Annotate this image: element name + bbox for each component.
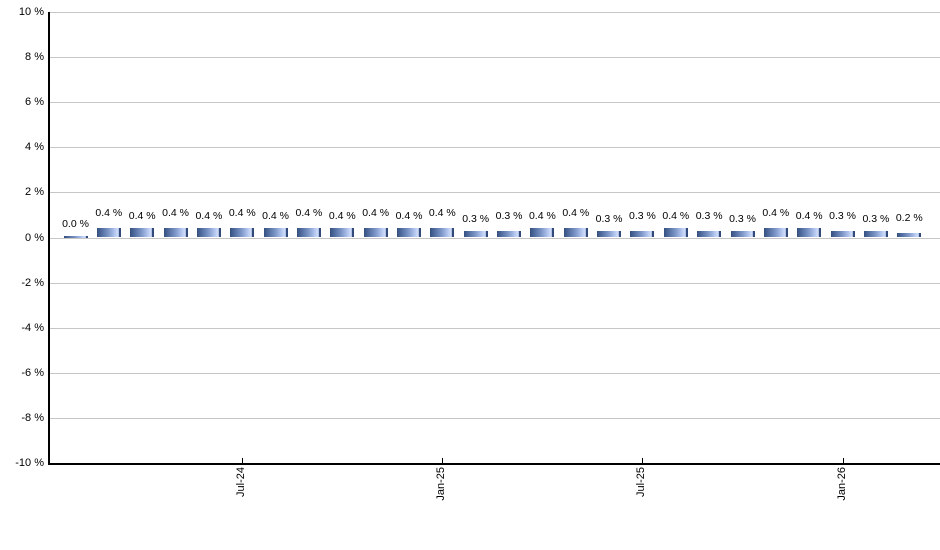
bar-value-label: 0.4 % <box>128 210 156 223</box>
bar-value-label: 0.4 % <box>762 207 790 220</box>
bar <box>497 230 522 238</box>
bar <box>830 230 855 238</box>
bar <box>563 228 588 238</box>
bar-value-label: 0.4 % <box>662 210 690 223</box>
y-axis-tick-label: -6 % <box>21 366 44 379</box>
y-axis-tick-label: 0 % <box>25 231 44 244</box>
bar-value-label: 0.2 % <box>895 211 923 224</box>
y-gridline <box>48 12 940 13</box>
y-gridline <box>48 192 940 194</box>
y-gridline <box>48 372 940 374</box>
bar <box>430 228 455 238</box>
x-axis-tick-label: Jul-24 <box>235 467 248 497</box>
bar <box>597 230 622 238</box>
bar <box>96 228 121 238</box>
bar <box>897 232 922 238</box>
bar-value-label: 0.3 % <box>462 212 490 225</box>
y-gridline <box>48 417 940 419</box>
y-axis-tick-label: 8 % <box>25 51 44 64</box>
y-gridline <box>48 327 940 329</box>
bar <box>663 228 688 238</box>
bar-value-label: 0.4 % <box>562 207 590 220</box>
y-axis-tick-label: 4 % <box>25 141 44 154</box>
bar-value-label: 0.4 % <box>262 210 290 223</box>
bar <box>63 236 88 238</box>
bar-value-label: 0.3 % <box>862 212 890 225</box>
y-gridline <box>48 147 940 149</box>
bar-value-label: 0.3 % <box>829 209 856 222</box>
bar-value-label: 0.4 % <box>228 207 256 220</box>
y-gridline <box>48 102 940 104</box>
x-axis-tick-label: Jan-25 <box>435 467 448 501</box>
x-axis-tick-mark <box>842 458 844 463</box>
bar-value-label: 0.4 % <box>395 210 423 223</box>
bar <box>763 228 788 238</box>
bar-value-label: 0.3 % <box>495 209 523 222</box>
bar <box>196 228 221 238</box>
bar <box>863 230 888 238</box>
bar <box>163 228 188 238</box>
bar-value-label: 0.4 % <box>95 207 123 220</box>
bar <box>130 228 155 238</box>
y-axis-tick-label: -2 % <box>21 276 44 289</box>
y-axis-tick-label: -10 % <box>15 457 44 469</box>
bar-value-label: 0.4 % <box>428 207 456 220</box>
bar-value-label: 0.4 % <box>162 207 189 220</box>
bar <box>296 228 321 238</box>
bar-value-label: 0.3 % <box>595 212 623 225</box>
bar <box>630 230 655 238</box>
bar-value-label: 0.3 % <box>629 209 656 222</box>
bar <box>330 228 355 238</box>
bar-value-label: 0.3 % <box>729 212 756 225</box>
y-gridline <box>48 237 940 239</box>
bar <box>730 230 755 238</box>
bar <box>530 228 555 238</box>
bar <box>797 228 822 238</box>
y-axis-line <box>48 12 50 465</box>
x-axis-tick-mark <box>242 458 244 463</box>
bar-value-label: 0.3 % <box>695 209 723 222</box>
bar <box>397 228 421 238</box>
y-gridline <box>48 282 940 284</box>
x-axis-tick-mark <box>442 458 444 463</box>
bar-value-label: 0.4 % <box>295 207 323 220</box>
x-axis-tick-label: Jul-25 <box>635 467 648 497</box>
bar-value-label: 0.4 % <box>362 207 390 220</box>
bar-value-label: 0.4 % <box>328 210 356 223</box>
bar-value-label: 0.4 % <box>195 210 223 223</box>
bar <box>363 228 388 238</box>
bar-value-label: 0.4 % <box>795 210 823 223</box>
y-axis-tick-label: 2 % <box>25 186 44 199</box>
x-axis-tick-label: Jan-26 <box>835 467 848 501</box>
y-axis-tick-label: 10 % <box>18 6 44 18</box>
x-axis-line <box>48 463 940 465</box>
y-gridline <box>48 57 940 59</box>
x-axis-tick-mark <box>642 458 644 463</box>
bar <box>463 230 488 238</box>
bar <box>230 228 255 238</box>
bar <box>697 230 722 238</box>
y-axis-tick-label: -4 % <box>21 321 44 334</box>
bar <box>263 228 288 238</box>
bar-value-label: 0.0 % <box>62 218 89 230</box>
y-axis-tick-label: -8 % <box>21 411 44 424</box>
bar-value-label: 0.4 % <box>528 210 556 223</box>
y-axis-tick-label: 6 % <box>25 96 44 109</box>
